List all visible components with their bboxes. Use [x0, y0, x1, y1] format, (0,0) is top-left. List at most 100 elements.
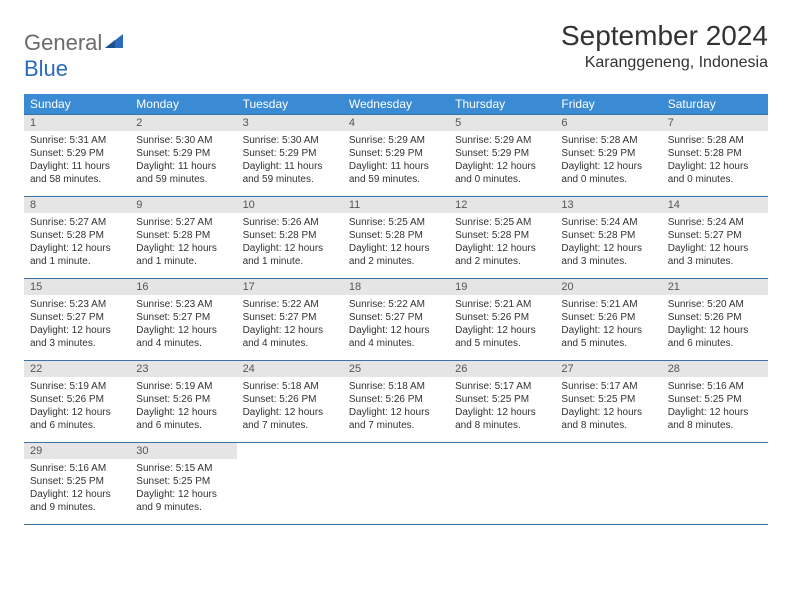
day-cell: 7Sunrise: 5:28 AMSunset: 5:28 PMDaylight… — [662, 115, 768, 197]
day-number: 18 — [343, 279, 449, 295]
day-d2: and 3 minutes. — [668, 255, 762, 268]
day-d2: and 58 minutes. — [30, 173, 124, 186]
day-sr: Sunrise: 5:30 AM — [243, 134, 337, 147]
day-cell: 30Sunrise: 5:15 AMSunset: 5:25 PMDayligh… — [130, 443, 236, 525]
day-ss: Sunset: 5:28 PM — [668, 147, 762, 160]
day-d2: and 0 minutes. — [668, 173, 762, 186]
logo-triangle-icon — [105, 28, 123, 54]
day-d2: and 4 minutes. — [243, 337, 337, 350]
day-cell — [662, 443, 768, 525]
day-cell: 13Sunrise: 5:24 AMSunset: 5:28 PMDayligh… — [555, 197, 661, 279]
day-d2: and 0 minutes. — [455, 173, 549, 186]
day-text: Sunrise: 5:23 AMSunset: 5:27 PMDaylight:… — [130, 295, 236, 360]
day-number: 11 — [343, 197, 449, 213]
logo-text-2: Blue — [24, 56, 68, 81]
day-ss: Sunset: 5:29 PM — [561, 147, 655, 160]
day-sr: Sunrise: 5:24 AM — [561, 216, 655, 229]
day-ss: Sunset: 5:26 PM — [243, 393, 337, 406]
day-ss: Sunset: 5:27 PM — [349, 311, 443, 324]
dayhead-monday: Monday — [130, 94, 236, 115]
dayhead-thursday: Thursday — [449, 94, 555, 115]
day-d1: Daylight: 11 hours — [243, 160, 337, 173]
day-d2: and 0 minutes. — [561, 173, 655, 186]
day-number: 27 — [555, 361, 661, 377]
day-cell: 21Sunrise: 5:20 AMSunset: 5:26 PMDayligh… — [662, 279, 768, 361]
day-cell — [555, 443, 661, 525]
day-d1: Daylight: 12 hours — [30, 324, 124, 337]
day-d2: and 9 minutes. — [136, 501, 230, 514]
day-number: 8 — [24, 197, 130, 213]
week-row: 1Sunrise: 5:31 AMSunset: 5:29 PMDaylight… — [24, 115, 768, 197]
day-d1: Daylight: 11 hours — [136, 160, 230, 173]
day-cell: 1Sunrise: 5:31 AMSunset: 5:29 PMDaylight… — [24, 115, 130, 197]
day-d1: Daylight: 12 hours — [561, 242, 655, 255]
day-number: 9 — [130, 197, 236, 213]
day-d2: and 59 minutes. — [349, 173, 443, 186]
day-sr: Sunrise: 5:19 AM — [136, 380, 230, 393]
day-ss: Sunset: 5:29 PM — [136, 147, 230, 160]
day-text: Sunrise: 5:16 AMSunset: 5:25 PMDaylight:… — [662, 377, 768, 442]
day-d1: Daylight: 12 hours — [136, 406, 230, 419]
day-d2: and 7 minutes. — [243, 419, 337, 432]
day-cell: 18Sunrise: 5:22 AMSunset: 5:27 PMDayligh… — [343, 279, 449, 361]
day-d2: and 3 minutes. — [561, 255, 655, 268]
day-number: 10 — [237, 197, 343, 213]
day-cell — [343, 443, 449, 525]
day-header-row: Sunday Monday Tuesday Wednesday Thursday… — [24, 94, 768, 115]
day-sr: Sunrise: 5:22 AM — [349, 298, 443, 311]
day-number: 22 — [24, 361, 130, 377]
dayhead-friday: Friday — [555, 94, 661, 115]
day-text: Sunrise: 5:25 AMSunset: 5:28 PMDaylight:… — [449, 213, 555, 278]
day-cell: 23Sunrise: 5:19 AMSunset: 5:26 PMDayligh… — [130, 361, 236, 443]
day-ss: Sunset: 5:28 PM — [349, 229, 443, 242]
day-ss: Sunset: 5:29 PM — [455, 147, 549, 160]
day-number: 20 — [555, 279, 661, 295]
day-d1: Daylight: 12 hours — [349, 324, 443, 337]
day-text: Sunrise: 5:19 AMSunset: 5:26 PMDaylight:… — [130, 377, 236, 442]
day-cell: 26Sunrise: 5:17 AMSunset: 5:25 PMDayligh… — [449, 361, 555, 443]
day-d1: Daylight: 12 hours — [668, 160, 762, 173]
day-sr: Sunrise: 5:16 AM — [668, 380, 762, 393]
day-d1: Daylight: 12 hours — [455, 406, 549, 419]
day-text: Sunrise: 5:29 AMSunset: 5:29 PMDaylight:… — [343, 131, 449, 196]
day-text: Sunrise: 5:22 AMSunset: 5:27 PMDaylight:… — [343, 295, 449, 360]
day-sr: Sunrise: 5:25 AM — [349, 216, 443, 229]
day-ss: Sunset: 5:26 PM — [30, 393, 124, 406]
day-text: Sunrise: 5:27 AMSunset: 5:28 PMDaylight:… — [24, 213, 130, 278]
day-cell: 15Sunrise: 5:23 AMSunset: 5:27 PMDayligh… — [24, 279, 130, 361]
day-text: Sunrise: 5:27 AMSunset: 5:28 PMDaylight:… — [130, 213, 236, 278]
day-ss: Sunset: 5:28 PM — [243, 229, 337, 242]
day-number: 7 — [662, 115, 768, 131]
day-cell: 8Sunrise: 5:27 AMSunset: 5:28 PMDaylight… — [24, 197, 130, 279]
day-ss: Sunset: 5:26 PM — [136, 393, 230, 406]
day-d1: Daylight: 12 hours — [668, 242, 762, 255]
day-d2: and 5 minutes. — [561, 337, 655, 350]
day-sr: Sunrise: 5:21 AM — [561, 298, 655, 311]
day-text: Sunrise: 5:16 AMSunset: 5:25 PMDaylight:… — [24, 459, 130, 524]
day-sr: Sunrise: 5:16 AM — [30, 462, 124, 475]
day-ss: Sunset: 5:26 PM — [561, 311, 655, 324]
day-d1: Daylight: 12 hours — [455, 324, 549, 337]
day-cell: 11Sunrise: 5:25 AMSunset: 5:28 PMDayligh… — [343, 197, 449, 279]
day-number: 24 — [237, 361, 343, 377]
day-ss: Sunset: 5:29 PM — [30, 147, 124, 160]
day-d1: Daylight: 12 hours — [243, 324, 337, 337]
day-sr: Sunrise: 5:19 AM — [30, 380, 124, 393]
week-row: 8Sunrise: 5:27 AMSunset: 5:28 PMDaylight… — [24, 197, 768, 279]
day-sr: Sunrise: 5:18 AM — [243, 380, 337, 393]
day-d1: Daylight: 12 hours — [30, 406, 124, 419]
day-ss: Sunset: 5:29 PM — [243, 147, 337, 160]
day-d2: and 8 minutes. — [455, 419, 549, 432]
week-row: 29Sunrise: 5:16 AMSunset: 5:25 PMDayligh… — [24, 443, 768, 525]
day-sr: Sunrise: 5:24 AM — [668, 216, 762, 229]
day-ss: Sunset: 5:26 PM — [455, 311, 549, 324]
day-d1: Daylight: 12 hours — [30, 488, 124, 501]
week-row: 15Sunrise: 5:23 AMSunset: 5:27 PMDayligh… — [24, 279, 768, 361]
title-block: September 2024 Karanggeneng, Indonesia — [561, 20, 768, 72]
day-text: Sunrise: 5:18 AMSunset: 5:26 PMDaylight:… — [343, 377, 449, 442]
day-ss: Sunset: 5:25 PM — [30, 475, 124, 488]
day-sr: Sunrise: 5:31 AM — [30, 134, 124, 147]
day-cell: 2Sunrise: 5:30 AMSunset: 5:29 PMDaylight… — [130, 115, 236, 197]
day-d1: Daylight: 12 hours — [136, 242, 230, 255]
day-d2: and 6 minutes. — [30, 419, 124, 432]
